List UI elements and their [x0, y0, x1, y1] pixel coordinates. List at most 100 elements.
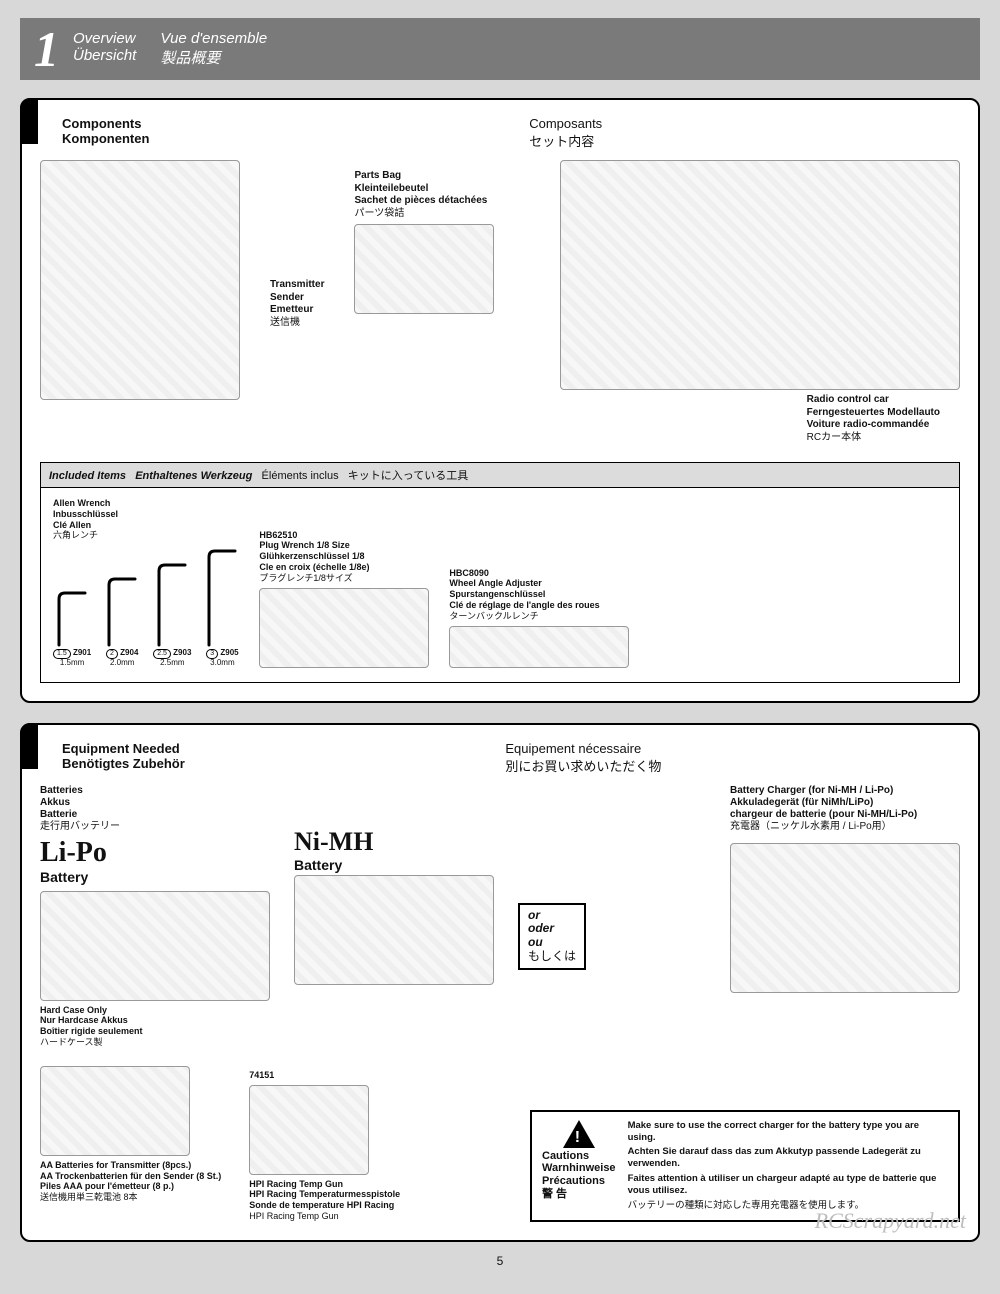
chapter-title-de: Übersicht	[73, 47, 136, 68]
batt-head-de: Akkus	[40, 797, 270, 809]
tempgun-label-top: 74151	[249, 1070, 400, 1081]
allen-wrench: 2 Z9042.0mm	[105, 575, 139, 667]
charger-label: Battery Charger (for Ni-MH / Li-Po) Akku…	[730, 785, 960, 833]
equip-head-de: Benötigtes Zubehör	[62, 756, 483, 775]
lipo-note-en: Hard Case Only	[40, 1005, 270, 1016]
equipment-heading: Equipment Needed Equipement nécessaire B…	[62, 741, 960, 775]
buggy-label-fr: Voiture radio-commandée	[807, 419, 940, 432]
heading-fr: Composants	[529, 116, 960, 131]
caution-head-fr: Précautions	[542, 1175, 616, 1188]
equip-row-1: Batteries Akkus Batterie 走行用バッテリー Li-Po …	[40, 785, 960, 1048]
plugwrench-illustration	[259, 588, 429, 668]
plugwrench-code: HB62510	[259, 530, 429, 541]
lipo-note-jp: ハードケース製	[40, 1037, 270, 1048]
allen-label-fr: Clé Allen	[53, 520, 239, 531]
lipo-block: Batteries Akkus Batterie 走行用バッテリー Li-Po …	[40, 785, 270, 1048]
adjuster-code: HBC8090	[449, 568, 629, 579]
adjuster-en: Wheel Angle Adjuster	[449, 578, 629, 589]
plugwrench-fr: Cle en croix (échelle 1/8e)	[259, 562, 429, 573]
included-bar: Included Items Enthaltenes Werkzeug Élém…	[40, 462, 960, 488]
component-row: Transmitter Sender Emetteur 送信機 Parts Ba…	[40, 160, 960, 444]
transmitter-label: Transmitter Sender Emetteur 送信機	[270, 279, 324, 329]
aa-illustration	[40, 1066, 190, 1156]
chapter-title-jp: 製品概要	[160, 47, 267, 68]
caution-head-de: Warnhinweise	[542, 1162, 616, 1175]
heading-de: Komponenten	[62, 131, 507, 150]
or-fr: ou	[528, 936, 576, 950]
charger-jp: 充電器（ニッケル水素用 / Li-Po用）	[730, 821, 960, 833]
partsbag-label-en: Parts Bag	[354, 170, 487, 183]
aa-en: AA Batteries for Transmitter (8pcs.)	[40, 1160, 221, 1171]
buggy-label: Radio control car Ferngesteuertes Modell…	[807, 394, 940, 444]
aa-de: AA Trockenbatterien für den Sender (8 St…	[40, 1171, 221, 1182]
plugwrench-block: HB62510 Plug Wrench 1/8 Size Glühkerzens…	[259, 530, 429, 668]
tempgun-code: 74151	[249, 1070, 400, 1081]
charger-block: Battery Charger (for Ni-MH / Li-Po) Akku…	[730, 785, 960, 993]
chapter-title-en: Overview	[73, 30, 136, 47]
chapter-header: 1 Overview Vue d'ensemble Übersicht 製品概要	[20, 18, 980, 80]
partsbag-block: Parts Bag Kleinteilebeutel Sachet de piè…	[354, 166, 494, 314]
caution-line3: Faites attention à utiliser un chargeur …	[628, 1173, 948, 1197]
or-en: or	[528, 909, 576, 923]
buggy-block: Radio control car Ferngesteuertes Modell…	[560, 160, 960, 444]
aa-label: AA Batteries for Transmitter (8pcs.) AA …	[40, 1160, 221, 1203]
partsbag-label-jp: パーツ袋詰	[354, 208, 487, 221]
lipo-sub-text: Battery	[40, 869, 88, 885]
buggy-label-jp: RCカー本体	[807, 432, 940, 445]
caution-head-en: Cautions	[542, 1150, 616, 1163]
adjuster-fr: Clé de réglage de l'angle des roues	[449, 600, 629, 611]
nimh-block: Ni-MH Battery	[294, 827, 494, 985]
partsbag-label: Parts Bag Kleinteilebeutel Sachet de piè…	[354, 170, 487, 220]
buggy-illustration	[560, 160, 960, 390]
transmitter-block	[40, 160, 240, 400]
caution-line1: Make sure to use the correct charger for…	[628, 1120, 948, 1144]
nimh-title-text: Ni-MH	[294, 827, 373, 856]
caution-box: Cautions Warnhinweise Précautions 警 告 Ma…	[530, 1110, 960, 1222]
included-fr: Éléments inclus	[262, 470, 339, 482]
batt-head-fr: Batterie	[40, 809, 270, 821]
adjuster-block: HBC8090 Wheel Angle Adjuster Spurstangen…	[449, 568, 629, 668]
section-tab-icon	[20, 98, 38, 144]
allen-label-en: Allen Wrench	[53, 498, 239, 509]
buggy-label-de: Ferngesteuertes Modellauto	[807, 407, 940, 420]
batteries-head: Batteries Akkus Batterie 走行用バッテリー	[40, 785, 270, 833]
heading-jp: セット内容	[529, 131, 960, 150]
tempgun-label: HPI Racing Temp Gun HPI Racing Temperatu…	[249, 1179, 400, 1222]
transmitter-label-fr: Emetteur	[270, 304, 324, 317]
section-tab-icon	[20, 723, 38, 769]
partsbag-label-de: Kleinteilebeutel	[354, 183, 487, 196]
aa-fr: Piles AAA pour l'émetteur (8 p.)	[40, 1181, 221, 1192]
allen-label: Allen Wrench Inbusschlüssel Clé Allen 六角…	[53, 498, 239, 541]
transmitter-label-en: Transmitter	[270, 279, 324, 292]
caution-line2: Achten Sie darauf dass das zum Akkutyp p…	[628, 1146, 948, 1170]
batt-head-en: Batteries	[40, 785, 270, 797]
allen-wrench: 1.5 Z9011.5mm	[53, 589, 91, 667]
included-jp: キットに入っている工具	[348, 470, 468, 482]
allen-group: 1.5 Z9011.5mm 2 Z9042.0mm 2.5 Z9032.5mm …	[53, 547, 239, 667]
allen-label-jp: 六角レンチ	[53, 530, 239, 541]
equip-head-jp: 別にお買い求めいただく物	[505, 756, 960, 775]
plugwrench-jp: プラグレンチ1/8サイズ	[259, 573, 429, 584]
lipo-title-text: Li-Po	[40, 837, 107, 868]
aa-block: AA Batteries for Transmitter (8pcs.) AA …	[40, 1066, 221, 1203]
equip-head-en: Equipment Needed	[62, 741, 483, 756]
charger-de: Akkuladegerät (für NiMh/LiPo)	[730, 797, 960, 809]
chapter-titles: Overview Vue d'ensemble Übersicht 製品概要	[73, 30, 267, 68]
or-jp: もしくは	[528, 950, 576, 964]
components-panel: Components Composants Komponenten セット内容 …	[20, 98, 980, 703]
lipo-illustration	[40, 891, 270, 1001]
tempgun-fr: Sonde de temperature HPI Racing	[249, 1200, 400, 1211]
charger-illustration	[730, 843, 960, 993]
lipo-note-de: Nur Hardcase Akkus	[40, 1015, 270, 1026]
tempgun-de: HPI Racing Temperaturmesspistole	[249, 1189, 400, 1200]
nimh-title: Ni-MH Battery	[294, 827, 494, 875]
equip-row-2: AA Batteries for Transmitter (8pcs.) AA …	[40, 1066, 960, 1222]
caution-icon-col: Cautions Warnhinweise Précautions 警 告	[542, 1120, 616, 1201]
tempgun-jp: HPI Racing Temp Gun	[249, 1211, 400, 1222]
allen-wrench: 2.5 Z9032.5mm	[153, 561, 191, 667]
partsbag-label-fr: Sachet de pièces détachées	[354, 195, 487, 208]
components-heading: Components Composants Komponenten セット内容	[62, 116, 960, 150]
equip-head-fr: Equipement nécessaire	[505, 741, 960, 756]
plugwrench-de: Glühkerzenschlüssel 1/8	[259, 551, 429, 562]
tempgun-en: HPI Racing Temp Gun	[249, 1179, 400, 1190]
